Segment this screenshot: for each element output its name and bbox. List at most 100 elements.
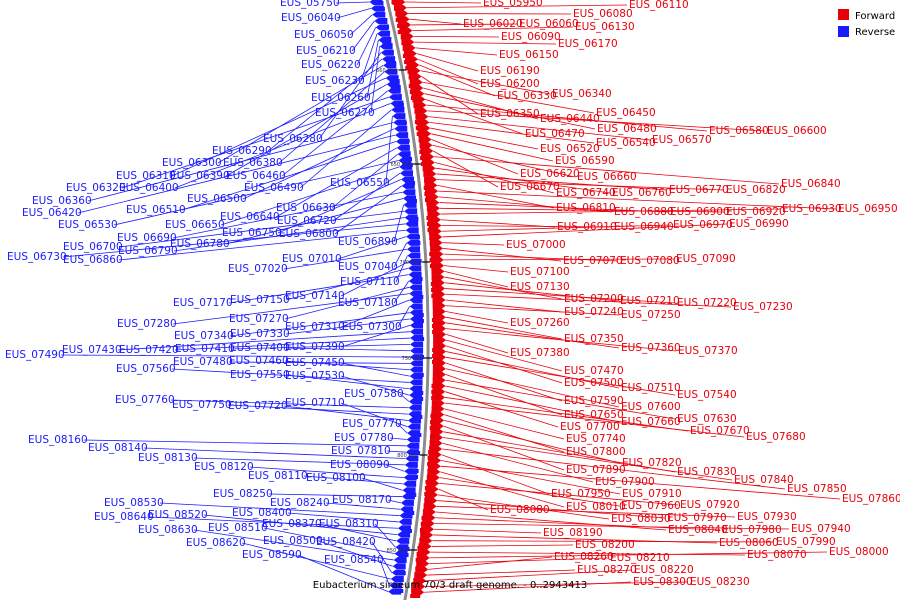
forward-gene-block [402,54,413,58]
forward-label-connector [441,225,613,228]
forward-gene-arrow [415,113,429,120]
forward-label-connector [444,414,565,453]
reverse-gene-label: EUS_08540 [324,554,384,566]
reverse-gene-label: EUS_07340 [174,330,234,342]
forward-gene-block [432,354,443,358]
forward-gene-label: EUS_06190 [480,65,540,77]
forward-gene-arrow [429,434,443,441]
forward-gene-block [424,192,435,196]
forward-gene-block [431,294,442,298]
forward-gene-block [431,390,442,394]
forward-label-connector [438,196,613,213]
forward-gene-block [424,198,435,202]
forward-gene-label: EUS_06970 [673,219,733,231]
forward-label-connector [433,150,499,188]
reverse-gene-arrow [392,113,406,120]
reverse-gene-arrow [405,220,419,227]
reverse-gene-label: EUS_08310 [319,518,379,530]
forward-gene-label: EUS_08080 [490,504,550,516]
reverse-gene-block [401,529,412,533]
reverse-label-connector [395,255,408,283]
reverse-gene-arrow [406,436,420,443]
reverse-label-connector [113,160,399,226]
forward-gene-label: EUS_08300 [633,576,693,588]
forward-gene-arrow [429,440,443,447]
reverse-gene-block [374,7,385,11]
reverse-label-connector [287,512,399,523]
forward-label-connector [432,540,775,543]
reverse-gene-block [390,85,401,89]
reverse-gene-label: EUS_08110 [248,470,308,482]
forward-label-connector [445,305,620,316]
forward-gene-label: EUS_07360 [621,342,681,354]
forward-gene-label: EUS_08220 [634,564,694,576]
forward-label-connector [425,581,689,587]
forward-gene-arrow [430,245,444,252]
forward-label-connector [405,1,482,4]
forward-gene-label: EUS_08010 [566,501,626,513]
forward-gene-arrow [424,176,438,183]
forward-label-connector [445,356,676,396]
reverse-gene-block [413,295,424,299]
forward-label-connector [439,482,679,506]
forward-gene-label: EUS_06920 [726,206,786,218]
forward-label-connector [443,253,619,262]
reverse-gene-label: EUS_08530 [104,497,164,509]
forward-gene-block [432,360,442,364]
reverse-gene-block [410,451,421,455]
reverse-gene-label: EUS_07720 [228,400,288,412]
reverse-gene-label: EUS_06860 [63,254,123,266]
reverse-gene-label: EUS_08250 [213,488,273,500]
forward-gene-label: EUS_06440 [540,113,600,125]
forward-label-connector [442,437,733,481]
reverse-label-connector [340,402,408,428]
reverse-label-connector [118,229,406,261]
reverse-gene-label: EUS_06890 [338,236,398,248]
forward-gene-label: EUS_08190 [543,527,603,539]
reverse-label-connector [360,33,378,82]
forward-gene-label: EUS_07860 [842,493,900,505]
reverse-gene-arrow [397,151,411,158]
reverse-label-connector [297,554,389,593]
reverse-gene-label: EUS_06420 [22,207,82,219]
forward-gene-label: EUS_06130 [575,21,635,33]
reverse-gene-block [408,475,419,479]
forward-label-connector [429,121,595,144]
reverse-label-connector [399,393,410,402]
forward-gene-label: EUS_06880 [614,206,674,218]
reverse-gene-arrow [398,518,412,525]
forward-gene-arrow [427,211,441,218]
reverse-gene-label: EUS_07750 [172,399,232,411]
forward-gene-arrow [426,474,440,481]
reverse-gene-arrow [397,531,411,538]
reverse-label-connector [285,374,410,390]
forward-label-connector [444,265,509,273]
forward-gene-label: EUS_06150 [499,49,559,61]
forward-gene-label: EUS_06110 [629,0,689,11]
forward-gene-label: EUS_08230 [690,576,750,588]
forward-gene-block [425,480,436,484]
reverse-gene-arrow [408,265,422,272]
reverse-gene-block [413,313,424,317]
reverse-label-connector [387,499,402,504]
forward-label-connector [431,139,519,175]
reverse-gene-arrow [377,30,391,37]
reverse-gene-arrow [409,303,423,310]
forward-gene-arrow [395,10,409,17]
reverse-label-connector [267,58,383,152]
forward-gene-label: EUS_07910 [622,488,682,500]
forward-gene-label: EUS_08060 [719,537,779,549]
forward-gene-label: EUS_07260 [510,317,570,329]
scale-tick-label: 660 kbp [376,68,396,74]
reverse-gene-label: EUS_06210 [296,45,356,57]
forward-gene-label: EUS_06820 [726,184,786,196]
forward-gene-label: EUS_07220 [677,297,737,309]
reverse-gene-label: EUS_06220 [301,59,361,71]
reverse-label-connector [229,312,410,337]
forward-gene-block [424,486,435,490]
forward-gene-label: EUS_07850 [787,483,847,495]
reverse-label-connector [356,27,377,66]
forward-gene-label: EUS_06740 [556,187,616,199]
reverse-gene-arrow [409,284,423,291]
forward-gene-label: EUS_08040 [668,524,728,536]
